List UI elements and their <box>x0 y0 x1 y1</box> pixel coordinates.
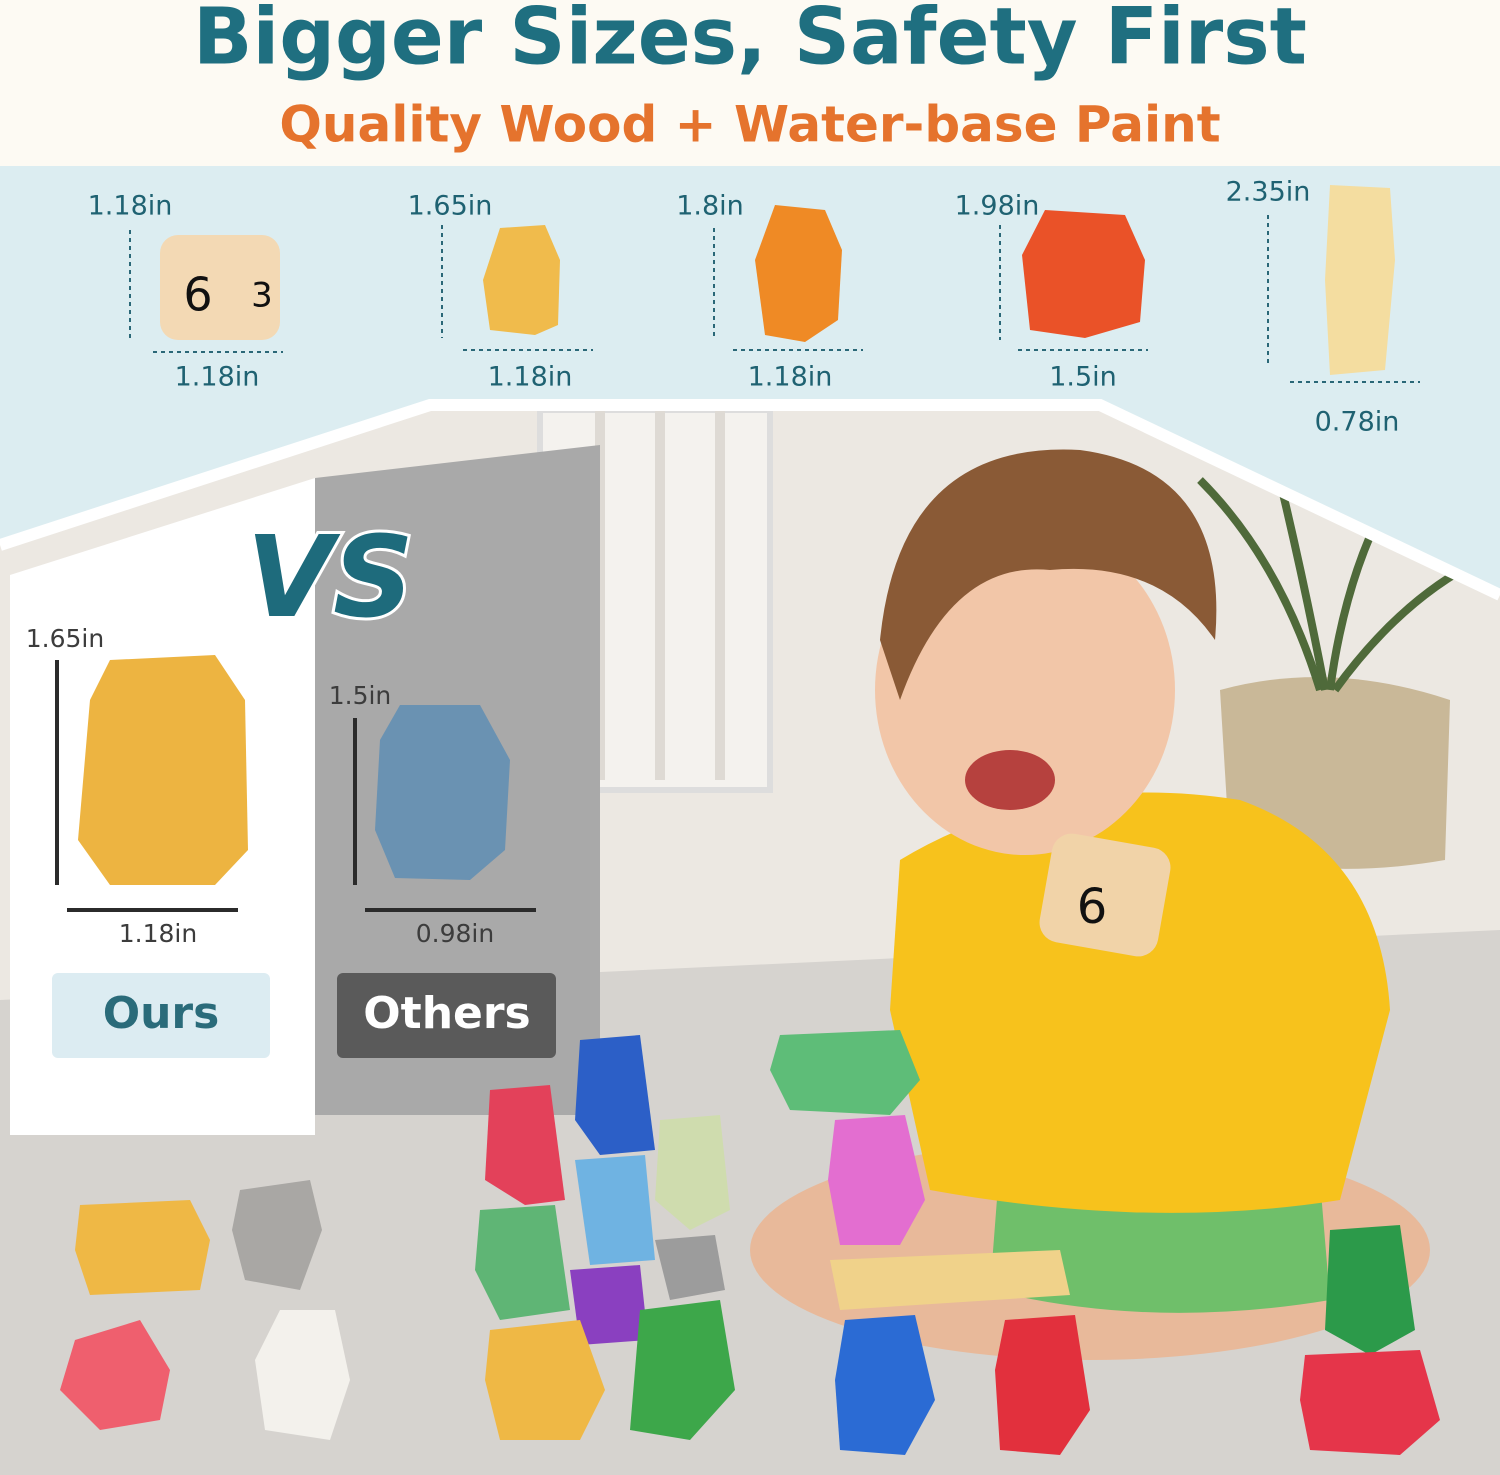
height-label: 1.65in <box>408 191 493 222</box>
child-dice <box>1039 833 1171 957</box>
child-hair <box>880 449 1217 700</box>
width-label: 0.78in <box>1315 407 1400 438</box>
child-shirt <box>890 792 1390 1213</box>
dice-face: 6 <box>1077 879 1108 935</box>
ours-width-label: 1.18in <box>119 919 197 948</box>
roof-line <box>0 399 1500 601</box>
others-stone <box>375 705 510 880</box>
others-width-label: 0.98in <box>416 919 494 948</box>
vs-text: VS <box>246 513 413 643</box>
subtitle: Quality Wood + Water-base Paint <box>279 96 1220 154</box>
height-label: 1.18in <box>88 191 173 222</box>
width-label: 1.18in <box>488 362 573 393</box>
height-label: 1.8in <box>676 191 744 222</box>
orange-stone <box>755 205 842 342</box>
others-height-label: 1.5in <box>329 681 392 710</box>
others-box <box>337 973 556 1058</box>
ours-label: Ours <box>103 988 220 1039</box>
others-label: Others <box>363 988 531 1039</box>
width-label: 1.18in <box>748 362 833 393</box>
height-label: 1.98in <box>955 191 1040 222</box>
dice-face: 6 <box>183 268 212 322</box>
dice-face: 3 <box>251 276 273 316</box>
ours-height-label: 1.65in <box>26 624 104 653</box>
width-label: 1.18in <box>175 362 260 393</box>
size-dimensions: 1.18in 1.18in 1.65in 1.18in 1.8in 1.18in… <box>88 177 1420 438</box>
ours-box <box>52 973 270 1058</box>
child-mouth <box>965 750 1055 810</box>
yellow-stone <box>483 225 560 335</box>
ours-stone <box>78 655 248 885</box>
tall-stone <box>1325 185 1395 375</box>
width-label: 1.5in <box>1049 362 1117 393</box>
header-band <box>0 0 1500 166</box>
stones <box>60 1030 1440 1455</box>
red-stone <box>1022 210 1145 338</box>
dice-block <box>160 235 280 340</box>
title: Bigger Sizes, Safety First <box>193 0 1307 82</box>
height-label: 2.35in <box>1226 177 1311 208</box>
